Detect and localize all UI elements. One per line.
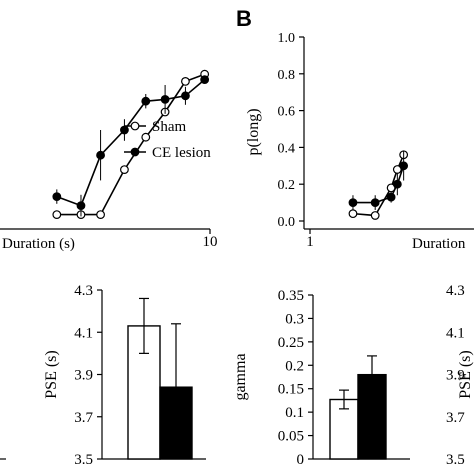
b-y-tick-label: 0.2 (278, 178, 296, 193)
b-pse-y-tick-label: 4.1 (446, 325, 465, 341)
a-legend-label-0: Sham (152, 119, 187, 135)
a-pse-y-tick-label: 3.5 (74, 452, 93, 468)
b-pse-y-axis-label: PSE (s) (457, 350, 474, 398)
b-data-point (348, 209, 358, 219)
a-data-point (96, 150, 105, 160)
b-pse-y-tick-label: 3.9 (446, 368, 465, 384)
b-y-tick-label: 0.4 (278, 141, 296, 156)
b-pse-y-tick-label: 4.3 (446, 283, 465, 299)
b-y-tick-label: 0.0 (278, 215, 296, 230)
axes-layer: 10 Duration (s) 0.0 0.2 0.4 0.6 0.8 1.0 1 Duratio… (0, 31, 474, 468)
b-gamma-y-tick-label: 0 (297, 452, 305, 468)
b-gamma-y-tick-label: 0.1 (285, 405, 304, 421)
panel-label-b: B (236, 6, 252, 31)
a-legend-label-1: CE lesion (152, 145, 211, 161)
b-gamma-y-tick-label: 0.2 (285, 358, 304, 374)
a-pse-y-axis-label: PSE (s) (43, 350, 60, 398)
a-pse-y-tick-label: 4.3 (74, 283, 93, 299)
b-pse-y-tick-label: 3.7 (446, 410, 465, 426)
a-legend-marker-0 (130, 121, 140, 131)
a-data-point (96, 210, 105, 220)
b-data-point (370, 198, 380, 208)
a-legend-marker-1 (130, 147, 140, 157)
a-pse-y-tick-label: 3.7 (74, 410, 93, 426)
b-x-tick-label: 1 (306, 234, 314, 250)
b-data-point (399, 161, 409, 171)
a-data-point (76, 201, 86, 211)
b-gamma-y-axis-label: gamma (232, 353, 249, 400)
b-x-axis-label: Duration (412, 236, 466, 252)
a-data-point (141, 132, 151, 142)
b-gamma-y-tick-label: 0.35 (278, 288, 304, 304)
a-x-axis-label: Duration (s) (2, 236, 75, 252)
a-data-point (181, 76, 190, 86)
b-data-point (370, 211, 380, 220)
b-y-tick-label: 0.8 (278, 68, 296, 83)
a-pse-y-tick-label: 4.1 (74, 325, 93, 341)
a-data-point (181, 91, 190, 101)
marks-layer: Sham CE lesion (52, 69, 409, 460)
b-data-point (348, 198, 358, 208)
b-data-point (386, 192, 396, 202)
a-data-point (52, 192, 62, 202)
b-gamma-y-tick-label: 0.15 (278, 382, 304, 398)
a-data-point (120, 125, 129, 135)
a-data-point (141, 96, 151, 106)
b-y-axis-label: p(long) (245, 108, 262, 155)
a-data-point (120, 165, 129, 175)
a-pse-y-tick-label: 3.9 (74, 368, 93, 384)
b-pse-y-tick-label: 3.5 (446, 452, 465, 468)
a-data-point (200, 75, 210, 84)
a-data-point (52, 210, 62, 220)
b-gamma-y-tick-label: 0.05 (278, 429, 304, 445)
b-gamma-y-tick-label: 0.25 (278, 335, 304, 351)
b-data-point (392, 179, 402, 189)
a-x-tick-label: 10 (203, 234, 218, 250)
a-data-point (160, 94, 170, 104)
b-y-tick-label: 1.0 (278, 31, 296, 46)
b-gamma-y-tick-label: 0.3 (285, 311, 304, 327)
b-y-tick-label: 0.6 (278, 105, 296, 120)
